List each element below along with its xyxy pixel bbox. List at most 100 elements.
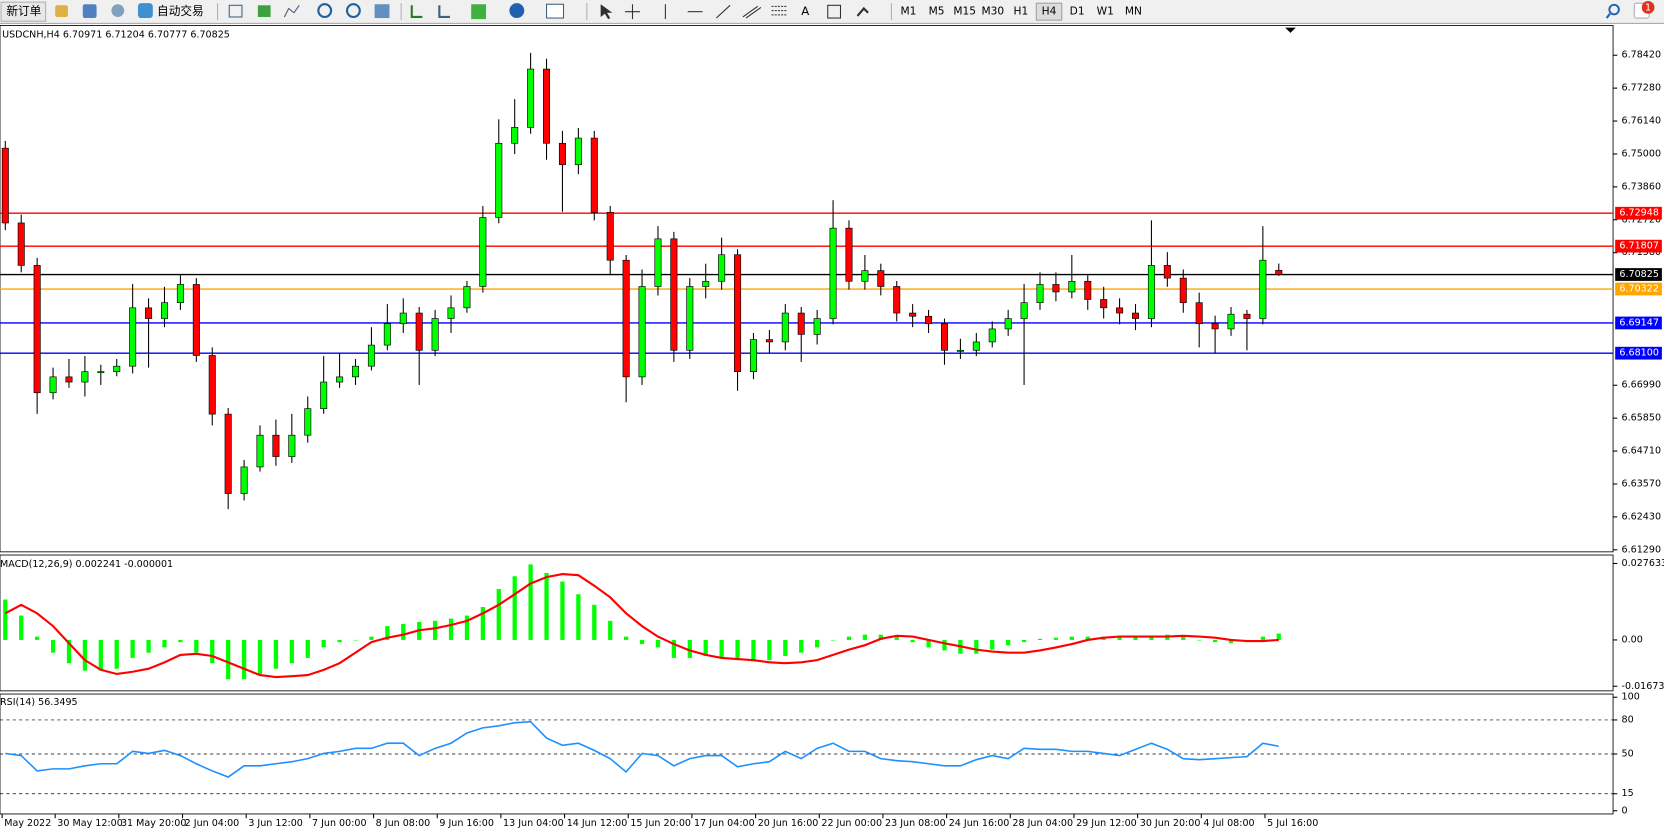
icon[interactable] xyxy=(82,4,97,19)
macd-bar xyxy=(894,636,899,640)
new-order-label[interactable]: 新订单 xyxy=(6,4,41,18)
macd-bar xyxy=(846,636,852,640)
timeframe-button[interactable]: M1 xyxy=(900,5,916,18)
macd-bar xyxy=(194,639,199,653)
candle-body xyxy=(543,68,551,144)
macd-bar xyxy=(385,626,390,640)
x-tick-label: 5 Jul 16:00 xyxy=(1267,818,1318,829)
timeframe-button[interactable]: D1 xyxy=(1070,5,1085,18)
macd-bar xyxy=(162,639,167,648)
y-tick-label: 6.66990 xyxy=(1622,380,1661,391)
candle-body xyxy=(367,344,375,367)
macd-bar xyxy=(1181,636,1186,640)
macd-bar xyxy=(321,639,326,648)
candle-body xyxy=(176,284,184,303)
candle-body xyxy=(256,434,264,468)
macd-bar xyxy=(66,639,72,664)
notification-badge xyxy=(1641,1,1655,14)
candle-body xyxy=(861,270,869,282)
macd-bar xyxy=(719,639,724,658)
macd-bar xyxy=(1228,639,1234,644)
macd-bar xyxy=(910,639,915,643)
icon[interactable] xyxy=(111,4,125,17)
fibo-icon[interactable] xyxy=(771,5,787,16)
cursor-icon[interactable] xyxy=(600,4,613,20)
icon[interactable] xyxy=(257,5,271,17)
timeframe-button[interactable]: H1 xyxy=(1014,5,1029,18)
channel-icon[interactable] xyxy=(742,5,762,19)
candle-body xyxy=(797,312,805,335)
timeframe-button[interactable]: H4 xyxy=(1042,5,1057,18)
candle-body xyxy=(336,376,344,383)
macd-bar xyxy=(974,639,979,654)
candle-body xyxy=(877,270,885,287)
candle-body xyxy=(1243,313,1251,319)
icon[interactable] xyxy=(374,4,390,19)
periods-icon[interactable] xyxy=(509,3,525,19)
macd-bar xyxy=(464,615,470,640)
timeframe-button[interactable]: W1 xyxy=(1097,5,1114,18)
icon[interactable] xyxy=(55,5,68,17)
x-tick-label: 22 Jun 00:00 xyxy=(821,818,882,829)
new-order-button[interactable] xyxy=(0,1,47,22)
search-icon-handle xyxy=(1605,13,1611,19)
signal-line xyxy=(4,573,1279,679)
x-tick-label: 28 Jun 04:00 xyxy=(1012,818,1073,829)
icon[interactable] xyxy=(228,4,243,18)
macd-bar xyxy=(496,589,501,640)
macd-bar xyxy=(432,620,438,640)
icon[interactable] xyxy=(283,4,300,18)
indicators-icon[interactable] xyxy=(471,4,487,20)
arrows-icon[interactable] xyxy=(856,6,869,17)
auto-trading-label[interactable]: 自动交易 xyxy=(157,4,204,18)
candle-body xyxy=(113,365,121,372)
templates-icon[interactable] xyxy=(546,3,565,19)
price-level-label: 6.69147 xyxy=(1619,317,1658,328)
macd-bar xyxy=(639,639,645,645)
macd-bar xyxy=(624,636,629,640)
candle-body xyxy=(940,323,948,351)
y-tick-label: 6.75000 xyxy=(1622,148,1661,159)
macd-bar xyxy=(130,639,135,658)
macd-bar xyxy=(114,639,119,669)
candle-body xyxy=(431,318,439,351)
icon[interactable] xyxy=(438,5,450,19)
icon[interactable] xyxy=(410,5,423,19)
candle-body xyxy=(1100,299,1108,309)
x-tick-label: 7 Jun 00:00 xyxy=(312,818,367,829)
auto-trading-icon[interactable] xyxy=(137,3,153,19)
candle-body xyxy=(638,286,646,378)
candle-body xyxy=(463,286,471,309)
zoom-in-icon[interactable] xyxy=(317,3,333,19)
y-tick-label: 6.71580 xyxy=(1622,247,1661,258)
trendline-icon[interactable] xyxy=(715,4,731,19)
candle-body xyxy=(734,254,742,372)
candle-body xyxy=(383,323,391,346)
text-tool-icon[interactable]: A xyxy=(801,4,809,18)
x-tick-label: 24 Jun 16:00 xyxy=(949,818,1010,829)
x-tick-label: 30 May 12:00 xyxy=(57,818,122,829)
candle-body xyxy=(129,307,137,367)
candle-body xyxy=(33,265,41,394)
timeframe-button[interactable]: M30 xyxy=(981,5,1004,18)
search-icon[interactable] xyxy=(1608,3,1620,16)
timeframe-button[interactable]: M5 xyxy=(929,5,945,18)
candle-body xyxy=(447,307,455,319)
notification-count: 1 xyxy=(1645,2,1651,13)
candle-body xyxy=(1084,280,1092,300)
y-tick-label: 100 xyxy=(1622,692,1640,703)
label-tool-icon[interactable] xyxy=(827,4,842,19)
macd-bar xyxy=(226,639,231,680)
timeframe-button[interactable]: MN xyxy=(1125,5,1142,18)
macd-bar xyxy=(178,639,183,643)
macd-bar xyxy=(273,639,279,669)
macd-bar xyxy=(560,581,565,640)
timeframe-button[interactable]: M15 xyxy=(953,5,976,18)
zoom-out-icon[interactable] xyxy=(345,3,361,19)
macd-bar xyxy=(926,639,931,648)
candle-body xyxy=(622,259,630,378)
timeframes: M1 M5 M15 M30 H1 H4 D1 W1 MN xyxy=(900,2,1142,21)
candle-body xyxy=(749,339,757,372)
crosshair-icon[interactable] xyxy=(625,4,640,20)
macd-bar xyxy=(1149,635,1154,640)
